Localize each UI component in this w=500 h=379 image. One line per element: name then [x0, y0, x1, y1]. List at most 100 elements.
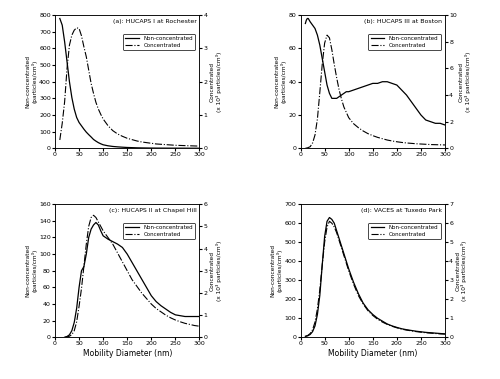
Concentrated: [350, 121, 356, 126]
Concentrated: [100, 117, 106, 121]
Concentrated: [442, 143, 448, 147]
Non-concentrated: [326, 215, 332, 220]
Concentrated: [432, 143, 438, 147]
Non-concentrated: [319, 56, 325, 61]
Non-concentrated: [134, 146, 140, 150]
Concentrated: [305, 146, 311, 150]
Non-concentrated: [307, 332, 313, 337]
Non-concentrated: [196, 314, 202, 319]
Non-concentrated: [389, 324, 395, 328]
Concentrated: [86, 68, 91, 72]
Concentrated: [168, 315, 173, 320]
Line: Concentrated: Concentrated: [60, 28, 200, 146]
Concentrated: [428, 331, 434, 335]
Non-concentrated: [310, 23, 316, 27]
Concentrated: [314, 117, 320, 121]
Text: (d): VACES at Tuxedo Park: (d): VACES at Tuxedo Park: [361, 208, 442, 213]
Concentrated: [129, 277, 135, 282]
Concentrated: [90, 91, 96, 96]
Concentrated: [334, 230, 340, 235]
Non-concentrated: [365, 307, 371, 312]
Non-concentrated: [144, 146, 150, 150]
Non-concentrated: [81, 127, 87, 132]
Non-concentrated: [322, 234, 328, 239]
Concentrated: [394, 139, 400, 144]
Concentrated: [317, 288, 323, 292]
Concentrated: [148, 141, 154, 146]
Concentrated: [138, 140, 144, 144]
Non-concentrated: [86, 132, 91, 137]
Concentrated: [437, 143, 443, 147]
Concentrated: [319, 263, 325, 267]
Non-concentrated: [120, 245, 126, 250]
Non-concentrated: [59, 23, 65, 27]
Concentrated: [72, 328, 78, 333]
Non-concentrated: [374, 316, 380, 321]
Concentrated: [312, 320, 318, 324]
Concentrated: [365, 309, 371, 313]
Concentrated: [310, 327, 316, 332]
Non-concentrated: [346, 89, 352, 94]
Non-concentrated: [418, 113, 424, 117]
Non-concentrated: [110, 240, 116, 244]
Non-concentrated: [76, 120, 82, 125]
Non-concentrated: [398, 88, 404, 92]
Non-concentrated: [332, 96, 338, 101]
Non-concentrated: [105, 144, 111, 148]
Non-concentrated: [384, 322, 390, 326]
Concentrated: [307, 144, 313, 149]
Non-concentrated: [329, 217, 335, 222]
Non-concentrated: [360, 301, 366, 305]
Non-concentrated: [422, 118, 428, 122]
Non-concentrated: [336, 94, 342, 99]
Line: Concentrated: Concentrated: [306, 221, 445, 336]
Non-concentrated: [172, 146, 178, 150]
Concentrated: [76, 26, 82, 31]
Concentrated: [389, 324, 395, 329]
Concentrated: [64, 66, 70, 70]
Legend: Non-concentrated, Concentrated: Non-concentrated, Concentrated: [123, 34, 195, 50]
Non-concentrated: [312, 324, 318, 328]
Concentrated: [148, 302, 154, 306]
Concentrated: [84, 55, 89, 59]
Non-concentrated: [105, 237, 111, 241]
Concentrated: [162, 313, 168, 317]
Non-concentrated: [98, 141, 103, 146]
Non-concentrated: [78, 268, 84, 273]
Concentrated: [62, 99, 68, 104]
Concentrated: [398, 140, 404, 145]
Concentrated: [408, 141, 414, 146]
Concentrated: [341, 253, 347, 258]
Non-concentrated: [413, 106, 419, 111]
Concentrated: [344, 261, 349, 265]
Concentrated: [93, 100, 99, 105]
X-axis label: Mobility Diameter (nm): Mobility Diameter (nm): [328, 349, 418, 358]
Non-concentrated: [120, 145, 126, 149]
Concentrated: [120, 134, 126, 139]
Concentrated: [322, 41, 328, 45]
Concentrated: [66, 43, 72, 47]
Non-concentrated: [305, 334, 311, 338]
Concentrated: [329, 47, 335, 52]
Non-concentrated: [98, 229, 103, 233]
Non-concentrated: [192, 146, 198, 150]
Non-concentrated: [162, 146, 168, 150]
Non-concentrated: [187, 146, 193, 150]
Non-concentrated: [114, 145, 120, 149]
Text: (a): HUCAPS I at Rochester: (a): HUCAPS I at Rochester: [112, 19, 196, 24]
Concentrated: [442, 332, 448, 336]
Non-concentrated: [182, 314, 188, 319]
Non-concentrated: [304, 18, 310, 22]
Concentrated: [310, 141, 316, 145]
Line: Non-concentrated: Non-concentrated: [64, 222, 200, 337]
Non-concentrated: [398, 326, 404, 331]
Non-concentrated: [172, 313, 178, 317]
Non-concentrated: [428, 119, 434, 124]
Concentrated: [78, 33, 84, 38]
Non-concentrated: [100, 233, 106, 238]
Non-concentrated: [74, 115, 80, 120]
Non-concentrated: [432, 121, 438, 125]
Concentrated: [332, 225, 338, 229]
Concentrated: [124, 136, 130, 141]
Non-concentrated: [437, 331, 443, 336]
